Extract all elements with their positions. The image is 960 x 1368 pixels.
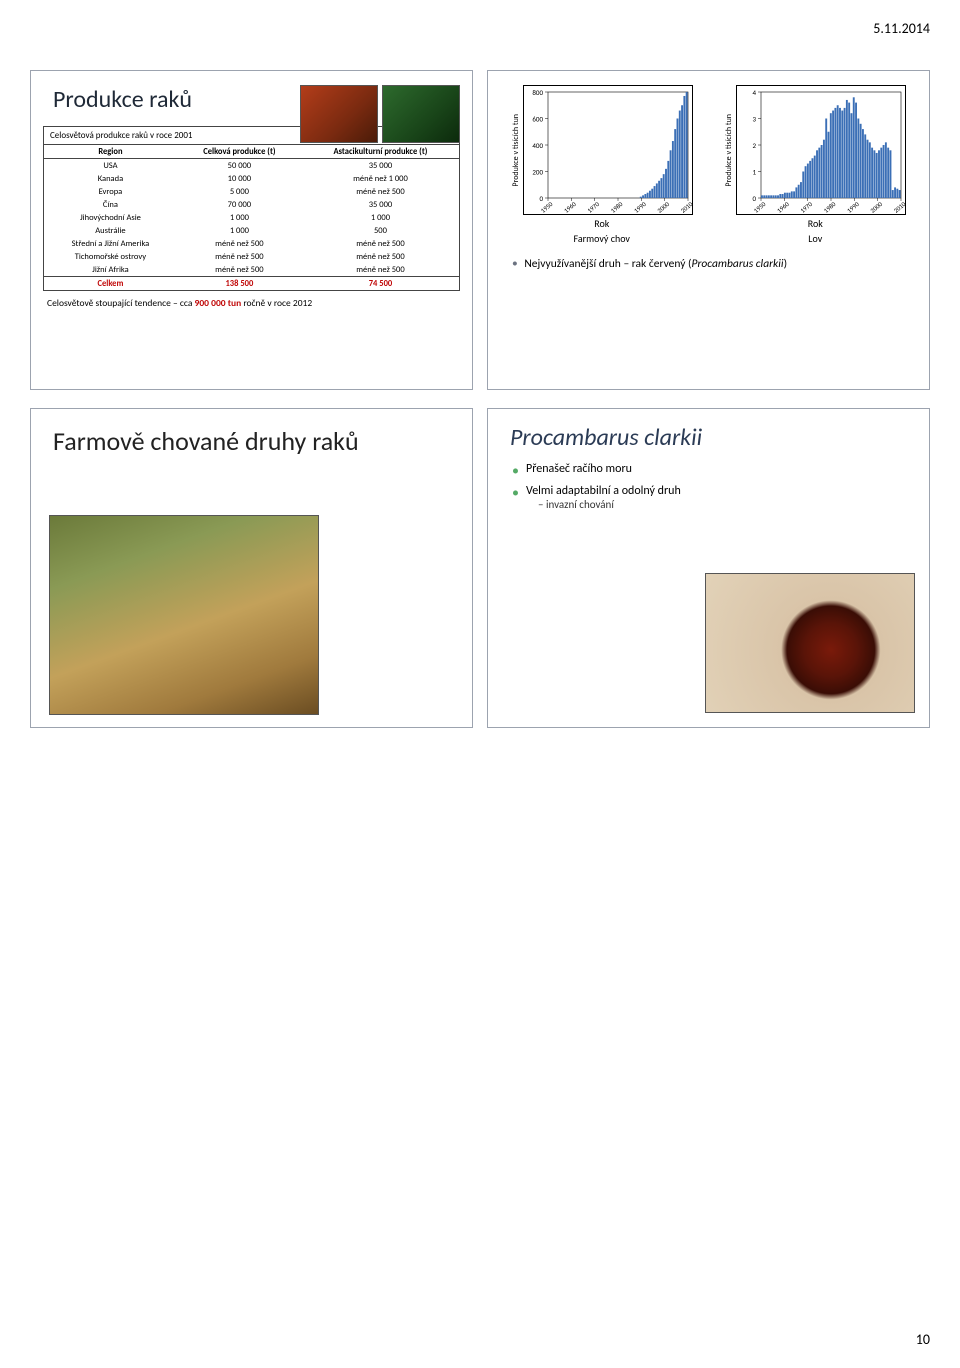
chart1-xlabel: Rok xyxy=(594,217,609,230)
svg-text:1980: 1980 xyxy=(822,200,838,215)
chart2-xlabel: Rok xyxy=(808,217,823,230)
crayfish-comparison-photo-icon xyxy=(49,515,319,715)
svg-text:1980: 1980 xyxy=(609,200,625,215)
svg-text:600: 600 xyxy=(532,115,543,124)
chart2-ylabel: Produkce v tisících tun xyxy=(724,114,734,187)
page-number: 10 xyxy=(916,1331,930,1348)
slide4-title: Procambarus clarkii xyxy=(488,409,929,462)
table-row: Čína70 00035 000 xyxy=(44,198,459,211)
crayfish-photo-icon xyxy=(300,85,378,143)
slide3-title: Farmově chované druhy raků xyxy=(31,409,472,457)
svg-text:0: 0 xyxy=(753,194,757,203)
table-total-row: Celkem138 50074 500 xyxy=(44,277,459,291)
svg-text:2010: 2010 xyxy=(892,200,906,215)
chart-farm: Produkce v tisících tun 0200400600800195… xyxy=(500,85,704,245)
table-header: Celková produkce (t) xyxy=(177,145,302,159)
procambarus-photo-icon xyxy=(705,573,915,713)
slide2-bullet: • Nejvyužívanější druh – rak červený (Pr… xyxy=(488,247,929,271)
slide2-bullet-text: Nejvyužívanější druh – rak červený (Proc… xyxy=(524,257,787,271)
chart-catch: Produkce v tisících tun 0123419501960197… xyxy=(714,85,918,245)
footnote-pre: Celosvětově stoupající tendence – cca xyxy=(47,297,195,309)
slide-procambarus: Procambarus clarkii Přenašeč račího moru… xyxy=(487,408,930,728)
slide4-bullets: Přenašeč račího moru Velmi adaptabilní a… xyxy=(488,462,929,511)
slide4-bullet-2-text: Velmi adaptabilní a odolný druh xyxy=(526,484,681,498)
table-row: Jihovýchodní Asie1 0001 000 xyxy=(44,211,459,224)
svg-text:1: 1 xyxy=(753,168,757,177)
footnote-red: 900 000 tun xyxy=(195,297,242,309)
slide1-footnote: Celosvětově stoupající tendence – cca 90… xyxy=(31,291,472,315)
table-row: Evropa5 000méně než 500 xyxy=(44,185,459,198)
bullet-icon: • xyxy=(512,257,518,271)
svg-text:2: 2 xyxy=(753,141,757,150)
chart2-svg: 012341950196019701980199020002010 xyxy=(736,85,906,215)
page-date: 5.11.2014 xyxy=(873,20,930,37)
svg-text:2000: 2000 xyxy=(869,200,885,215)
slide4-bullet-2: Velmi adaptabilní a odolný druh – invazn… xyxy=(516,484,909,511)
slide1-photos xyxy=(300,85,460,143)
svg-text:1970: 1970 xyxy=(799,200,815,215)
svg-text:1990: 1990 xyxy=(846,200,862,215)
svg-text:400: 400 xyxy=(532,141,543,150)
svg-text:200: 200 xyxy=(532,168,543,177)
slide-charts: Produkce v tisících tun 0200400600800195… xyxy=(487,70,930,390)
slide-production-table: Produkce raků Celosvětová produkce raků … xyxy=(30,70,473,390)
table-row: Kanada10 000méně než 1 000 xyxy=(44,172,459,185)
svg-text:1960: 1960 xyxy=(776,200,792,215)
chart2-sub: Lov xyxy=(808,232,822,245)
chart1-ylabel: Produkce v tisících tun xyxy=(511,114,521,187)
slide-farmed-species: Farmově chované druhy raků xyxy=(30,408,473,728)
svg-text:2000: 2000 xyxy=(656,200,672,215)
table-row: Tichomořské ostrovyméně než 500méně než … xyxy=(44,250,459,263)
svg-text:1990: 1990 xyxy=(632,200,648,215)
table-row: Střední a Jižní Amerikaméně než 500méně … xyxy=(44,237,459,250)
table-row: Jižní Afrikaméně než 500méně než 500 xyxy=(44,263,459,277)
production-table-wrap: Celosvětová produkce raků v roce 2001 Re… xyxy=(43,126,460,291)
slide4-bullet-1: Přenašeč račího moru xyxy=(516,462,909,476)
svg-text:4: 4 xyxy=(753,88,757,97)
svg-text:1970: 1970 xyxy=(586,200,602,215)
slide-grid: Produkce raků Celosvětová produkce raků … xyxy=(30,70,930,728)
slide4-sub-bullet: – invazní chování xyxy=(526,498,909,511)
footnote-post: ročně v roce 2012 xyxy=(241,297,312,309)
table-row: USA50 00035 000 xyxy=(44,159,459,173)
production-table: RegionCelková produkce (t)Astacikulturní… xyxy=(44,145,459,290)
svg-text:800: 800 xyxy=(532,88,543,97)
table-row: Austrálie1 000500 xyxy=(44,224,459,237)
svg-text:2010: 2010 xyxy=(679,200,693,215)
svg-text:0: 0 xyxy=(539,194,543,203)
table-header: Region xyxy=(44,145,177,159)
chart1-sub: Farmový chov xyxy=(574,232,630,245)
svg-text:3: 3 xyxy=(753,115,757,124)
table-header: Astacikulturní produkce (t) xyxy=(302,145,459,159)
crayfish-bags-photo-icon xyxy=(382,85,460,143)
svg-text:1960: 1960 xyxy=(562,200,578,215)
chart1-svg: 0200400600800195019601970198019902000201… xyxy=(523,85,693,215)
